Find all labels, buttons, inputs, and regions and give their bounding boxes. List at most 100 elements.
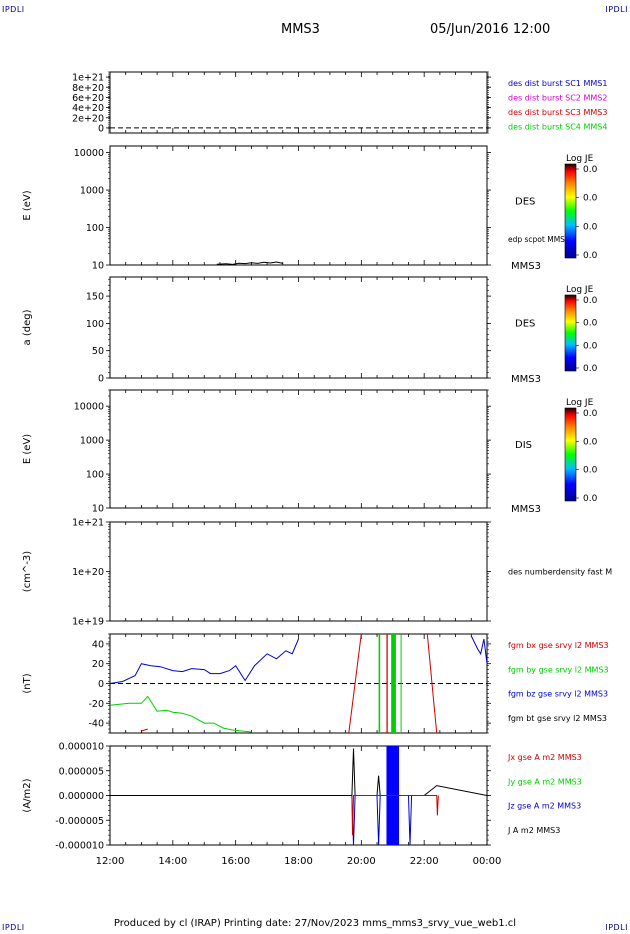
legend-entry: fgm bt gse srvy l2 MMS3 bbox=[508, 714, 607, 723]
legend-entry: fgm bx gse srvy l2 MMS3 bbox=[508, 641, 609, 650]
colorbar-tick-label: 0.0 bbox=[583, 466, 598, 476]
y-tick-label: 1000 bbox=[80, 186, 104, 197]
spacecraft-title: MMS3 bbox=[281, 22, 320, 37]
y-tick-label: 10000 bbox=[74, 402, 104, 413]
y-axis-label: a (deg) bbox=[22, 309, 33, 345]
data-band bbox=[386, 634, 388, 733]
y-tick-label: 100 bbox=[86, 470, 104, 481]
y-tick-label: 6e+20 bbox=[72, 93, 104, 104]
y-tick-label: 1e+21 bbox=[72, 518, 104, 529]
colorbar-title: Log JE bbox=[566, 154, 594, 164]
y-tick-label: -0.000010 bbox=[55, 841, 104, 852]
x-tick-label: 18:00 bbox=[284, 856, 313, 867]
colorbar bbox=[564, 163, 577, 259]
colorbar-tick-label: 0.0 bbox=[583, 364, 598, 374]
series-line bbox=[470, 635, 487, 664]
y-tick-label: 10 bbox=[92, 261, 104, 272]
y-tick-label: 20 bbox=[92, 659, 104, 670]
y-axis-label: (A/m2) bbox=[22, 778, 33, 812]
legend-entry: fgm by gse srvy l2 MMS3 bbox=[508, 665, 609, 674]
colorbar-tick-label: 0.0 bbox=[583, 165, 598, 175]
x-tick-label: 00:00 bbox=[473, 856, 502, 867]
legend-entry: Jz gse A m2 MMS3 bbox=[507, 802, 581, 811]
spacecraft-label: MMS3 bbox=[511, 504, 541, 515]
y-axis-label: (cm^-3) bbox=[22, 551, 33, 592]
colorbar-tick-label: 0.0 bbox=[583, 437, 598, 447]
y-tick-label: 0 bbox=[98, 679, 104, 690]
legend-entry: des dist burst SC1 MMS1 bbox=[508, 79, 607, 88]
footer-text: Produced by cl (IRAP) Printing date: 27/… bbox=[113, 918, 517, 929]
panel-5: 1e+21 1e+20 1e+19 (cm^-3) des numberdensity … bbox=[22, 518, 612, 628]
y-tick-label: 0.000000 bbox=[59, 791, 104, 802]
corner-label-bottom-right: IPDLI bbox=[605, 923, 628, 932]
legend-entry: J A m2 MMS3 bbox=[507, 826, 560, 835]
y-tick-label: 40 bbox=[92, 639, 104, 650]
x-tick-label: 22:00 bbox=[410, 856, 439, 867]
colorbar-tick-label: 0.0 bbox=[583, 296, 598, 306]
plot-area bbox=[216, 261, 283, 265]
y-tick-label: 1000 bbox=[80, 436, 104, 447]
y-tick-label: 8e+20 bbox=[72, 83, 104, 94]
y-tick-label: 2e+20 bbox=[72, 113, 104, 124]
instrument-label: DIS bbox=[515, 440, 532, 451]
x-tick-label: 12:00 bbox=[96, 856, 125, 867]
colorbar-tick-label: 0.0 bbox=[583, 494, 598, 504]
y-axis-label: (nT) bbox=[22, 673, 33, 693]
data-band bbox=[378, 634, 381, 733]
y-tick-label: 10 bbox=[92, 504, 104, 515]
colorbar-tick-label: 0.0 bbox=[583, 222, 598, 232]
y-tick-label: -20 bbox=[88, 699, 104, 710]
corner-label-top-left: IPDLI bbox=[2, 5, 25, 14]
panel-frame bbox=[109, 276, 488, 379]
colorbar-title: Log JE bbox=[566, 285, 594, 295]
colorbar-title: Log JE bbox=[566, 398, 594, 408]
legend-entry: des dist burst SC3 MMS3 bbox=[508, 108, 607, 117]
corner-label-top-right: IPDLI bbox=[605, 5, 628, 14]
spacecraft-label: MMS3 bbox=[511, 374, 541, 385]
panel-frame bbox=[109, 71, 488, 134]
panel-frame bbox=[109, 145, 488, 266]
y-axis-label: E (eV) bbox=[22, 190, 33, 220]
series-line bbox=[110, 638, 299, 684]
colorbar-tick-label: 0.0 bbox=[583, 251, 598, 261]
y-tick-label: 50 bbox=[92, 346, 104, 357]
colorbar bbox=[564, 407, 577, 502]
y-tick-label: 1e+21 bbox=[72, 73, 104, 84]
colorbar-tick-label: 0.0 bbox=[583, 409, 598, 419]
y-tick-label: 1e+20 bbox=[72, 567, 104, 578]
y-axis-label: E (eV) bbox=[22, 434, 33, 464]
y-tick-label: 0 bbox=[98, 123, 104, 134]
plot-area bbox=[110, 634, 487, 733]
y-tick-label: 0.000010 bbox=[59, 742, 104, 753]
y-tick-label: 4e+20 bbox=[72, 103, 104, 114]
y-tick-label: 0 bbox=[98, 374, 104, 385]
y-tick-label: 100 bbox=[86, 223, 104, 234]
series-line bbox=[351, 795, 439, 836]
spacecraft-label: MMS3 bbox=[511, 261, 541, 272]
series-line bbox=[141, 728, 148, 732]
panel-6: 40 20 0 -20 -40 (nT) fgm bx gse srvy l2 MMS3 fg… bbox=[22, 633, 609, 734]
colorbar-tick-label: 0.0 bbox=[583, 319, 598, 329]
instrument-label: DES bbox=[515, 319, 535, 330]
y-tick-label: 100 bbox=[86, 319, 104, 330]
plot-area bbox=[110, 746, 487, 845]
y-tick-label: 150 bbox=[86, 292, 104, 303]
colorbar-tick-label: 0.0 bbox=[583, 194, 598, 204]
y-tick-label: -40 bbox=[88, 719, 104, 730]
colorbar bbox=[564, 294, 577, 372]
legend-entry: fgm bz gse srvy l2 MMS3 bbox=[508, 690, 608, 699]
legend-entry: des dist burst SC4 MMS4 bbox=[508, 123, 607, 132]
legend-entry: des numberdensity fast M bbox=[508, 568, 612, 577]
legend-entry: Jy gse A m2 MMS3 bbox=[507, 777, 582, 786]
instrument-label: DES bbox=[515, 197, 535, 208]
y-tick-label: 0.000005 bbox=[59, 766, 104, 777]
x-tick-label: 20:00 bbox=[347, 856, 376, 867]
series-line bbox=[110, 695, 252, 733]
series-line bbox=[348, 634, 362, 733]
legend-entry: des dist burst SC2 MMS2 bbox=[508, 94, 607, 103]
y-tick-label: -0.000005 bbox=[55, 816, 104, 827]
